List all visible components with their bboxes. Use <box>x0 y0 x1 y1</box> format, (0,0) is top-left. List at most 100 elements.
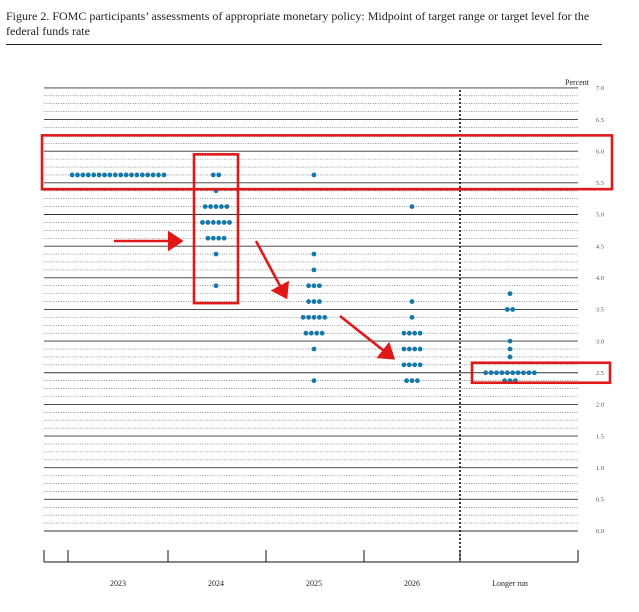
dot <box>521 370 526 376</box>
dot <box>317 283 322 289</box>
y-tick-labels: 0.0 0.5 1.0 1.5 2.0 2.5 3.0 3.5 4.0 4.5 5.0 5.5 6.0 6… <box>596 85 604 535</box>
dot <box>134 172 140 178</box>
dot <box>507 338 513 344</box>
dots-layer <box>69 172 537 384</box>
x-tick-label: 2025 <box>306 579 322 588</box>
dot <box>510 370 516 376</box>
dot <box>102 172 107 178</box>
dot <box>306 314 311 320</box>
dot <box>161 172 167 178</box>
annotations-layer <box>40 134 614 385</box>
dot <box>311 267 317 273</box>
y-tick-label: 4.0 <box>596 275 604 282</box>
dot <box>112 172 118 178</box>
dot <box>75 172 80 178</box>
x-tick-label: 2023 <box>110 579 126 588</box>
dot <box>85 172 91 178</box>
figure-caption: Figure 2. FOMC participants’ assessments… <box>6 9 590 38</box>
dot <box>409 299 415 304</box>
dot <box>221 220 227 225</box>
dot <box>145 172 151 178</box>
dot <box>417 346 423 352</box>
dot <box>499 370 505 376</box>
dot <box>213 251 219 257</box>
annotation-arrow <box>254 240 290 300</box>
dot <box>526 370 532 376</box>
dot <box>311 314 317 320</box>
y-tick-label: 5.0 <box>596 212 604 219</box>
dot <box>118 172 124 178</box>
dot <box>409 378 415 384</box>
grid-lines <box>44 87 578 532</box>
y-tick-label: 0.5 <box>596 497 604 504</box>
dot <box>311 378 317 384</box>
dot <box>219 204 224 209</box>
dot <box>401 362 407 368</box>
annotation-arrow <box>339 314 396 360</box>
y-tick-label: 1.5 <box>596 433 604 440</box>
dot <box>417 362 423 368</box>
dot <box>69 172 75 178</box>
y-tick-label: 2.0 <box>596 402 604 409</box>
dot <box>216 235 222 241</box>
dot <box>221 235 227 241</box>
dot <box>208 204 214 209</box>
dot <box>412 330 418 336</box>
x-tick-labels: 2023 2024 2025 2026 Longer run <box>110 579 528 588</box>
dot <box>507 346 513 352</box>
highlight-box <box>40 134 614 191</box>
dot <box>531 370 537 376</box>
dot <box>311 346 317 352</box>
dot <box>319 330 325 336</box>
dot <box>406 362 412 368</box>
dot <box>488 370 494 376</box>
y-tick-label: 3.5 <box>596 307 604 314</box>
x-tick-label: 2026 <box>404 579 420 588</box>
dot <box>409 314 415 320</box>
x-axis <box>43 550 579 563</box>
dot <box>224 204 230 209</box>
dot <box>507 291 513 297</box>
caption-rule <box>6 44 602 45</box>
y-axis-label: Percent <box>565 78 590 87</box>
dot <box>303 330 309 336</box>
highlight-box <box>470 361 612 385</box>
dot <box>317 299 322 304</box>
dot <box>404 378 409 384</box>
dot <box>213 204 219 209</box>
dot <box>415 378 420 384</box>
dot <box>317 314 322 320</box>
dot <box>409 204 415 209</box>
dot <box>107 172 113 178</box>
dot <box>311 299 317 304</box>
dot <box>156 172 161 178</box>
dot <box>412 346 418 352</box>
dot <box>401 346 407 352</box>
dot <box>202 204 208 209</box>
y-tick-label: 6.5 <box>596 117 604 124</box>
dot <box>150 172 156 178</box>
x-tick-label: Longer run <box>492 579 528 588</box>
dot <box>210 235 216 241</box>
dot <box>308 330 314 336</box>
dot <box>205 220 211 225</box>
dot <box>306 283 311 289</box>
dot <box>311 283 317 289</box>
dot <box>504 307 510 312</box>
dot <box>401 330 407 336</box>
dot <box>314 330 320 336</box>
dot <box>507 354 513 360</box>
x-tick-label: 2024 <box>208 579 224 588</box>
dot <box>96 172 102 178</box>
y-tick-label: 0.0 <box>596 528 604 535</box>
dot <box>213 283 219 289</box>
dot <box>91 172 97 178</box>
dot <box>210 172 216 178</box>
y-tick-label: 1.0 <box>596 465 604 472</box>
dot <box>515 370 521 376</box>
dot <box>483 370 489 376</box>
y-tick-label: 2.5 <box>596 370 604 377</box>
dot <box>306 299 311 304</box>
dot <box>300 314 306 320</box>
dot <box>139 172 145 178</box>
